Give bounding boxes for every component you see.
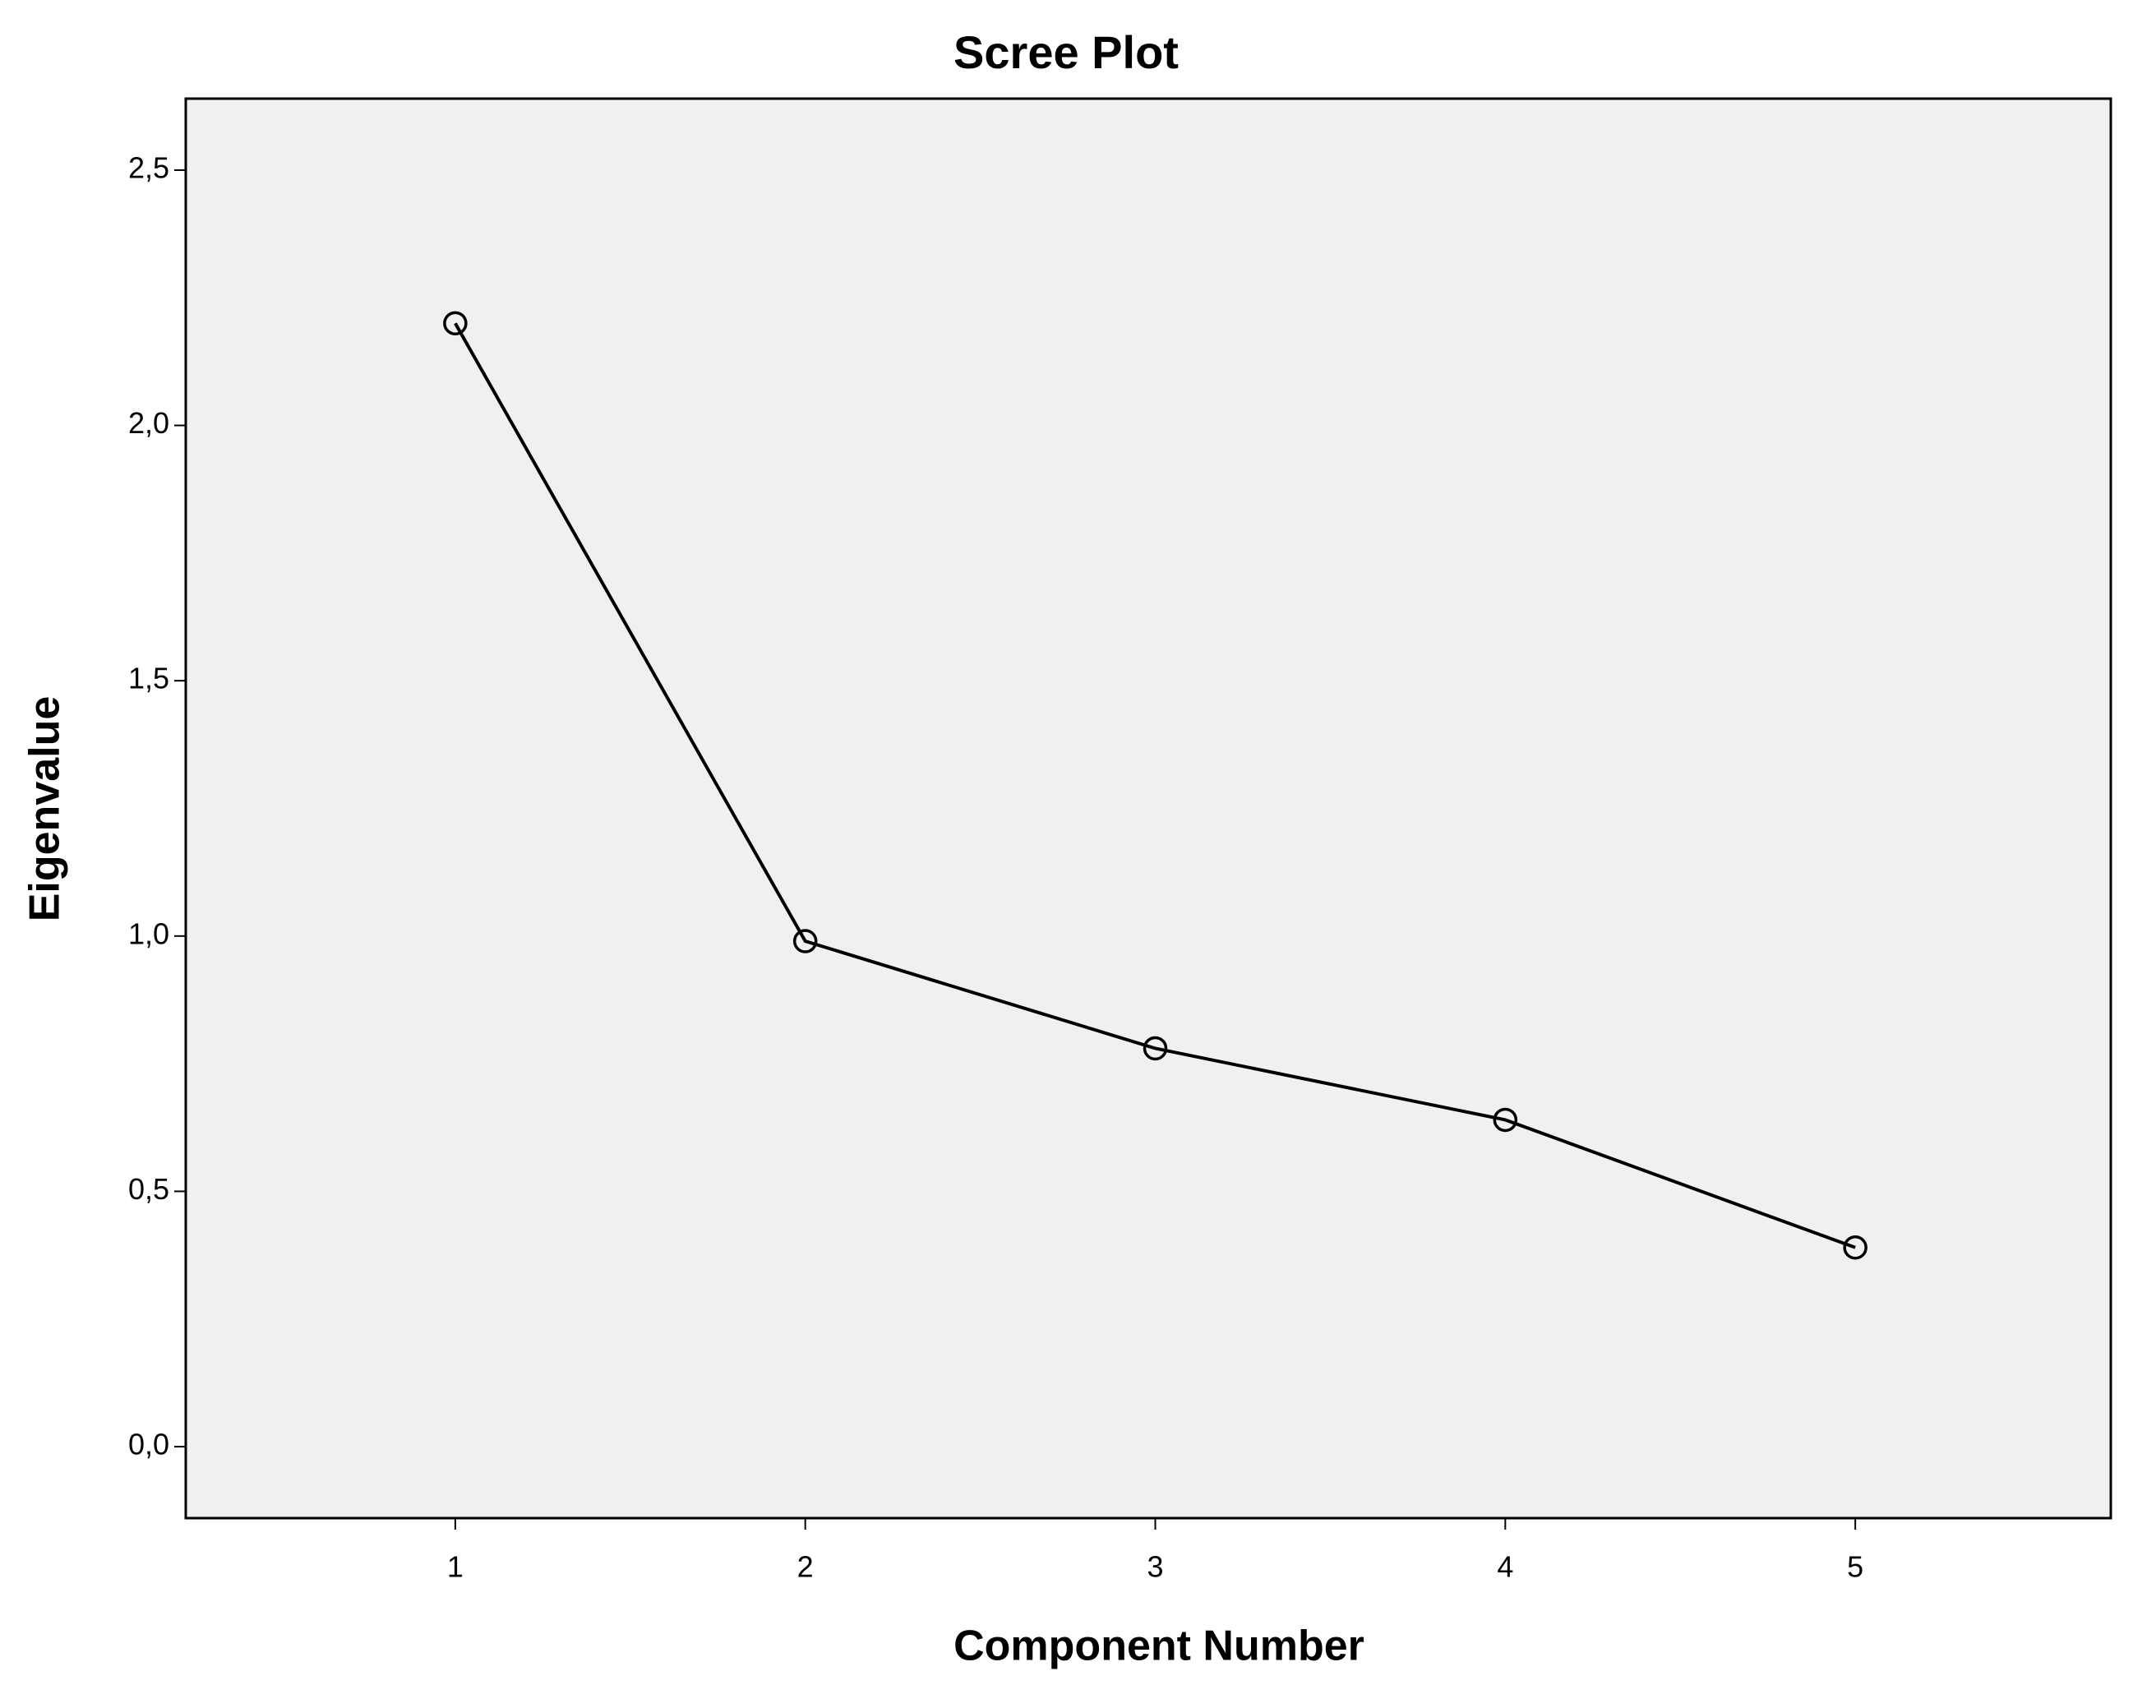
plot-area [184,97,2112,1520]
x-axis-title: Component Number [953,1623,1364,1670]
x-tick-label: 2 [797,1550,814,1584]
y-tick-label: 2,0 [128,406,169,440]
x-tick-label: 5 [1847,1550,1863,1584]
point-marker [443,311,468,336]
y-tick-label: 1,0 [128,916,169,950]
x-tick-label: 4 [1497,1550,1513,1584]
chart-title: Scree Plot [953,26,1179,78]
x-tick-label: 3 [1147,1550,1164,1584]
y-tick-label: 2,5 [128,150,169,184]
point-marker [1843,1235,1867,1260]
point-marker [1143,1036,1168,1061]
y-tick-label: 0,0 [128,1428,169,1461]
y-axis-title: Eigenvalue [21,696,69,922]
x-tick-label: 1 [447,1550,464,1584]
point-marker [1493,1107,1518,1133]
y-tick-label: 1,5 [128,662,169,695]
point-marker [792,929,818,953]
line [454,322,1856,1249]
y-tick-label: 0,5 [128,1172,169,1206]
